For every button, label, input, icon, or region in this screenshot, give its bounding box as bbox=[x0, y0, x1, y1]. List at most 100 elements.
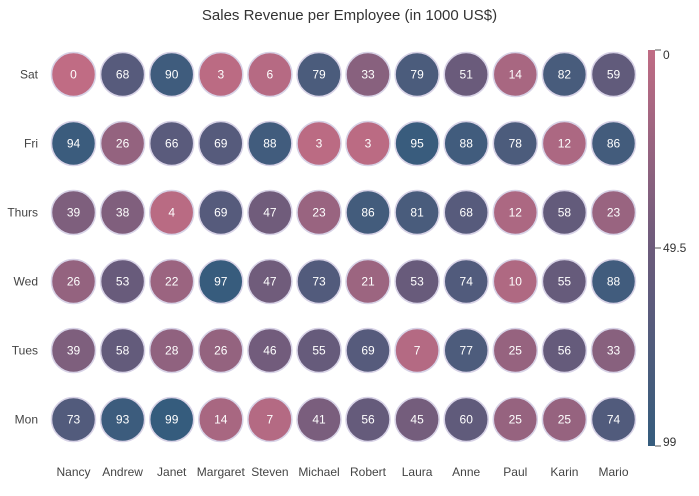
heatmap-cell: 3 bbox=[296, 120, 342, 167]
cell-value-label: 7 bbox=[267, 413, 274, 427]
cell-value-label: 33 bbox=[361, 68, 375, 82]
cell-value-label: 74 bbox=[607, 413, 621, 427]
cell-value-label: 12 bbox=[558, 137, 572, 151]
heatmap-cell: 21 bbox=[345, 258, 391, 305]
heatmap-cell: 3 bbox=[198, 51, 244, 98]
cell-value-label: 56 bbox=[361, 413, 375, 427]
cell-value-label: 74 bbox=[460, 275, 474, 289]
cell-value-label: 55 bbox=[558, 275, 572, 289]
heatmap-cell: 86 bbox=[345, 189, 391, 236]
cell-value-label: 60 bbox=[460, 413, 474, 427]
cell-value-label: 73 bbox=[312, 275, 326, 289]
cell-value-label: 58 bbox=[116, 344, 130, 358]
heatmap-cell: 47 bbox=[247, 258, 293, 305]
heatmap-cell-circle bbox=[148, 189, 195, 236]
cell-value-label: 78 bbox=[509, 137, 523, 151]
heatmap-cell-circle bbox=[345, 120, 391, 167]
heatmap-cell: 23 bbox=[590, 189, 637, 236]
heatmap-cell-circle bbox=[148, 51, 195, 98]
cell-value-label: 3 bbox=[365, 137, 372, 151]
x-tick-label: Nancy bbox=[56, 465, 90, 479]
heatmap-cell-circle bbox=[394, 189, 440, 236]
heatmap-cell-circle bbox=[148, 258, 195, 305]
heatmap-cell: 60 bbox=[443, 396, 489, 443]
heatmap-cell: 53 bbox=[394, 258, 440, 305]
heatmap-cell-circle bbox=[50, 120, 97, 167]
y-tick-label: Sat bbox=[20, 68, 39, 82]
cell-value-label: 14 bbox=[214, 413, 228, 427]
heatmap-cell: 58 bbox=[99, 327, 146, 374]
y-axis-tick-labels: Sat Fri Thurs Wed Tues Mon bbox=[7, 68, 38, 427]
heatmap-cell: 39 bbox=[50, 327, 97, 374]
cell-value-label: 55 bbox=[312, 344, 326, 358]
cell-value-label: 56 bbox=[558, 344, 572, 358]
heatmap-cell-circle bbox=[99, 327, 146, 374]
heatmap-cell-circle bbox=[247, 51, 293, 98]
heatmap-cell-circle bbox=[590, 51, 637, 98]
heatmap-cell-circle bbox=[492, 51, 539, 98]
cell-value-label: 21 bbox=[361, 275, 375, 289]
x-tick-label: Steven bbox=[251, 465, 288, 479]
heatmap-cell-circle bbox=[492, 120, 539, 167]
heatmap-cell-circle bbox=[50, 258, 97, 305]
heatmap-cell: 33 bbox=[345, 51, 391, 98]
heatmap-cell-circle bbox=[541, 396, 588, 443]
heatmap-cell: 78 bbox=[492, 120, 539, 167]
cell-value-label: 69 bbox=[214, 206, 228, 220]
cell-value-label: 38 bbox=[116, 206, 130, 220]
heatmap-cell: 99 bbox=[148, 396, 195, 443]
heatmap-cell-circle bbox=[296, 258, 342, 305]
y-tick-label: Fri bbox=[24, 137, 38, 151]
cell-value-label: 4 bbox=[168, 206, 175, 220]
heatmap-cell: 73 bbox=[296, 258, 342, 305]
heatmap-cell-circle bbox=[394, 327, 440, 374]
cell-value-label: 6 bbox=[267, 68, 274, 82]
heatmap-cell: 88 bbox=[247, 120, 293, 167]
cell-value-label: 68 bbox=[460, 206, 474, 220]
cell-value-label: 10 bbox=[509, 275, 523, 289]
cell-value-label: 23 bbox=[312, 206, 326, 220]
cell-value-label: 26 bbox=[214, 344, 228, 358]
cell-value-label: 73 bbox=[67, 413, 81, 427]
heatmap-cell: 26 bbox=[99, 120, 146, 167]
cell-value-label: 88 bbox=[460, 137, 474, 151]
heatmap-cell-circle bbox=[492, 189, 539, 236]
heatmap-cell-circle bbox=[247, 327, 293, 374]
heatmap-cell: 4 bbox=[148, 189, 195, 236]
cell-value-label: 59 bbox=[607, 68, 621, 82]
heatmap-cell-circle bbox=[394, 120, 440, 167]
heatmap-cell-circle bbox=[590, 258, 637, 305]
heatmap-cell: 55 bbox=[296, 327, 342, 374]
cell-value-label: 25 bbox=[509, 413, 523, 427]
cell-value-label: 53 bbox=[116, 275, 130, 289]
cell-value-label: 25 bbox=[509, 344, 523, 358]
cell-value-label: 23 bbox=[607, 206, 621, 220]
heatmap-cell-circle bbox=[590, 327, 637, 374]
cell-value-label: 39 bbox=[67, 344, 81, 358]
cell-value-label: 58 bbox=[558, 206, 572, 220]
heatmap-cell-circle bbox=[443, 327, 489, 374]
heatmap-cell-circle bbox=[345, 258, 391, 305]
heatmap-cell-circle bbox=[541, 51, 588, 98]
heatmap-cell: 41 bbox=[296, 396, 342, 443]
cell-value-label: 39 bbox=[67, 206, 81, 220]
heatmap-cell: 22 bbox=[148, 258, 195, 305]
cell-value-label: 3 bbox=[316, 137, 323, 151]
heatmap-cell-circle bbox=[198, 51, 244, 98]
heatmap-cell: 28 bbox=[148, 327, 195, 374]
heatmap-cell: 81 bbox=[394, 189, 440, 236]
heatmap-cell: 74 bbox=[443, 258, 489, 305]
cell-value-label: 79 bbox=[312, 68, 326, 82]
cell-value-label: 99 bbox=[165, 413, 179, 427]
heatmap-cell-circle bbox=[198, 189, 244, 236]
heatmap-cell-circle bbox=[443, 258, 489, 305]
cell-value-label: 22 bbox=[165, 275, 179, 289]
heatmap-cell: 14 bbox=[198, 396, 244, 443]
cell-value-label: 90 bbox=[165, 68, 179, 82]
cell-value-label: 93 bbox=[116, 413, 130, 427]
color-scale-label: 0 bbox=[663, 48, 670, 62]
heatmap-cell: 6 bbox=[247, 51, 293, 98]
heatmap-cell: 58 bbox=[541, 189, 588, 236]
